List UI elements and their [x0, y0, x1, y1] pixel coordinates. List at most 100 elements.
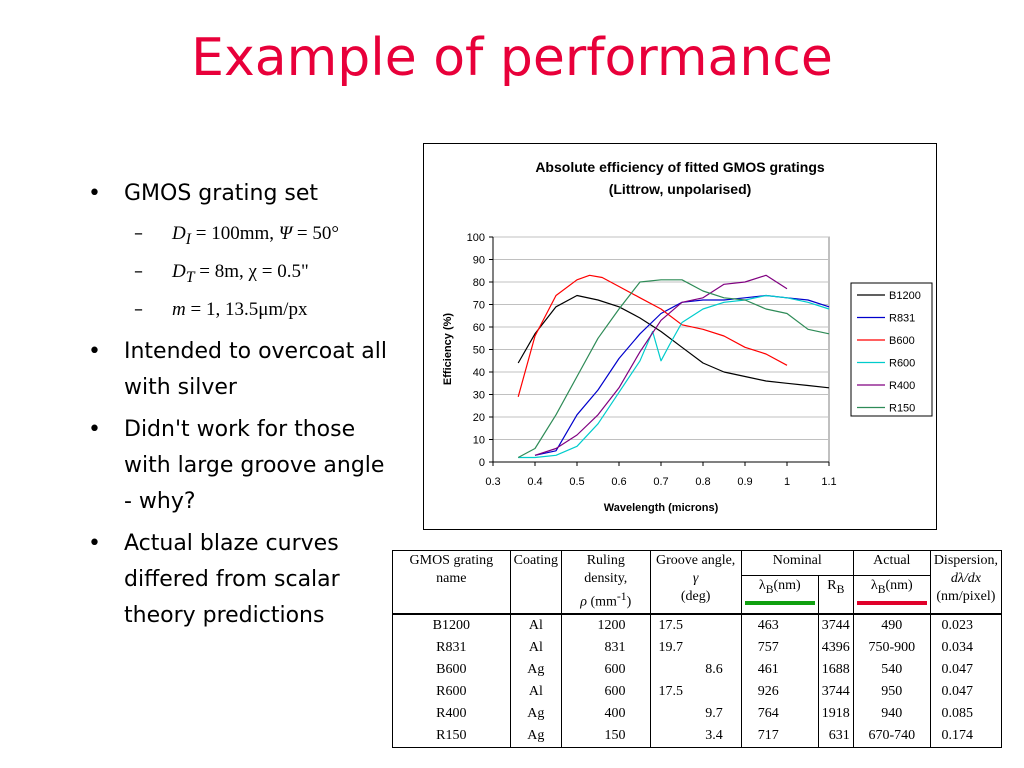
- legend-label: R831: [889, 313, 915, 325]
- cell-ruling: 400: [561, 702, 651, 725]
- green-underline: [744, 601, 815, 606]
- table-row: B1200 Al 1200 17.5 463 3744 490 0.023: [392, 612, 1003, 637]
- x-tick-label: 0.3: [485, 476, 500, 488]
- cell-name: R600: [392, 680, 511, 703]
- bullet-item: • Intended to overcoat all with silver: [88, 334, 398, 406]
- sub-bullet-dash: –: [134, 260, 143, 282]
- y-tick-label: 30: [473, 390, 485, 402]
- x-tick-label: 0.6: [611, 476, 626, 488]
- symbol-sub: I: [185, 230, 192, 248]
- cell-actual: 490: [852, 612, 931, 637]
- chart-subtitle: (Littrow, unpolarised): [609, 181, 752, 197]
- legend-label: B600: [889, 335, 915, 347]
- cell-actual: 940: [852, 702, 931, 725]
- slide-title: Example of performance: [191, 28, 833, 88]
- bullet-dot: •: [88, 181, 101, 206]
- cell-ruling: 600: [561, 658, 651, 681]
- cell-coating: Ag: [509, 702, 563, 725]
- header-lambda-b: λB(nm): [740, 575, 819, 615]
- cell-lambda-b: 757: [740, 636, 819, 659]
- x-tick-label: 0.5: [569, 476, 584, 488]
- y-tick-label: 70: [473, 300, 485, 312]
- cell-lambda-b: 717: [740, 724, 819, 748]
- sub-bullet-text: = 100mm,: [191, 223, 279, 244]
- cell-coating: Al: [509, 680, 563, 703]
- symbol-lambda-sub: B: [765, 583, 774, 597]
- table-row: R600 Al 600 17.5 926 3744 950 0.047: [392, 680, 1003, 703]
- cell-ruling: 600: [561, 680, 651, 703]
- header-dispersion-text: Dispersion,: [933, 553, 998, 568]
- symbol-lambda: λ: [758, 578, 766, 594]
- symbol-gamma: γ: [692, 571, 699, 586]
- series-line-r400: [534, 274, 788, 456]
- symbol-rho: ρ: [580, 594, 587, 610]
- header-actual: Actual: [852, 549, 931, 577]
- series-line-r600: [518, 294, 830, 459]
- chart-title: Absolute efficiency of fitted GMOS grati…: [535, 159, 825, 175]
- header-nominal: Nominal: [740, 549, 854, 577]
- legend-label: R600: [889, 358, 915, 370]
- plot-area: 0 10 20 30 40 50 60 70 80 90 100 0.3 0.4 0.5 0.6 0.7 0.8…: [467, 232, 837, 488]
- table-row: R400 Ag 400 9.7 764 1918 940 0.085: [392, 702, 1003, 725]
- bullet-text: Didn't work for those with large groove …: [124, 416, 385, 514]
- x-axis-label: Wavelength (microns): [604, 502, 719, 514]
- cell-ruling: 1200: [561, 612, 651, 637]
- cell-name: R150: [392, 724, 511, 748]
- header-coating: Coating: [509, 549, 563, 615]
- y-tick-label: 100: [467, 232, 485, 244]
- y-tick-label: 0: [479, 457, 485, 469]
- cell-r-b: 4396: [817, 636, 854, 659]
- bullet-item: • Actual blaze curves differed from scala…: [88, 526, 398, 634]
- y-tick-label: 90: [473, 255, 485, 267]
- y-axis-label: Efficiency (%): [442, 313, 454, 385]
- cell-r-b: 3744: [817, 680, 854, 703]
- cell-name: B600: [392, 658, 511, 681]
- table-row: B600 Ag 600 8.6 461 1688 540 0.047: [392, 658, 1003, 681]
- cell-groove: 9.7: [649, 702, 742, 725]
- table-row: R831 Al 831 19.7 757 4396 750-900 0.034: [392, 636, 1003, 659]
- y-tick-label: 10: [473, 435, 485, 447]
- sub-bullet-dash: –: [134, 298, 143, 320]
- cell-r-b: 1688: [817, 658, 854, 681]
- series-line-b600: [517, 274, 788, 397]
- symbol-m: m: [172, 298, 186, 320]
- cell-ruling: 831: [561, 636, 651, 659]
- bullet-dot: •: [88, 416, 101, 442]
- chart-legend: B1200 R831 B600 R600 R400 R150: [850, 282, 933, 417]
- header-dispersion: Dispersion, dλ/dx (nm/pixel): [929, 549, 1003, 615]
- legend-box: [850, 282, 933, 417]
- x-tick-label: 0.8: [695, 476, 710, 488]
- header-actual-lambda-unit: (nm): [885, 578, 913, 594]
- cell-coating: Al: [509, 636, 563, 659]
- symbol-d: D: [172, 223, 186, 244]
- header-name-text: GMOS grating name: [409, 553, 494, 586]
- cell-dispersion: 0.174: [929, 724, 1003, 748]
- symbol-r: R: [827, 578, 837, 594]
- header-actual-lambda: λB(nm): [852, 575, 931, 615]
- symbol-psi: Ψ: [278, 223, 293, 244]
- x-tick-label: 0.7: [653, 476, 668, 488]
- symbol-r-sub: B: [836, 583, 845, 597]
- sub-bullet-text: = 50°: [292, 223, 339, 244]
- x-tick-label: 0.9: [737, 476, 752, 488]
- header-actual-text: Actual: [873, 553, 911, 568]
- header-ruling: Ruling density, ρ (mm-1): [561, 549, 651, 615]
- header-ruling-text: Ruling density,: [584, 553, 628, 586]
- cell-groove: 8.6: [649, 658, 742, 681]
- symbol-lambda: λ: [870, 578, 878, 594]
- y-tick-label: 60: [473, 322, 485, 334]
- cell-coating: Al: [509, 612, 563, 637]
- symbol-sub: T: [185, 268, 195, 286]
- legend-label: B1200: [889, 290, 921, 302]
- chart-svg: Absolute efficiency of fitted GMOS grati…: [442, 159, 933, 514]
- cell-actual: 950: [852, 680, 931, 703]
- y-tick-label: 40: [473, 367, 485, 379]
- cell-coating: Ag: [509, 658, 563, 681]
- y-tick-label: 80: [473, 277, 485, 289]
- header-dispersion-symbol: dλ/dx: [950, 571, 981, 586]
- cell-groove: 3.4: [649, 724, 742, 748]
- cell-groove: 17.5: [649, 612, 742, 637]
- cell-actual: 670-740: [852, 724, 931, 748]
- cell-groove: 17.5: [649, 680, 742, 703]
- cell-r-b: 1918: [817, 702, 854, 725]
